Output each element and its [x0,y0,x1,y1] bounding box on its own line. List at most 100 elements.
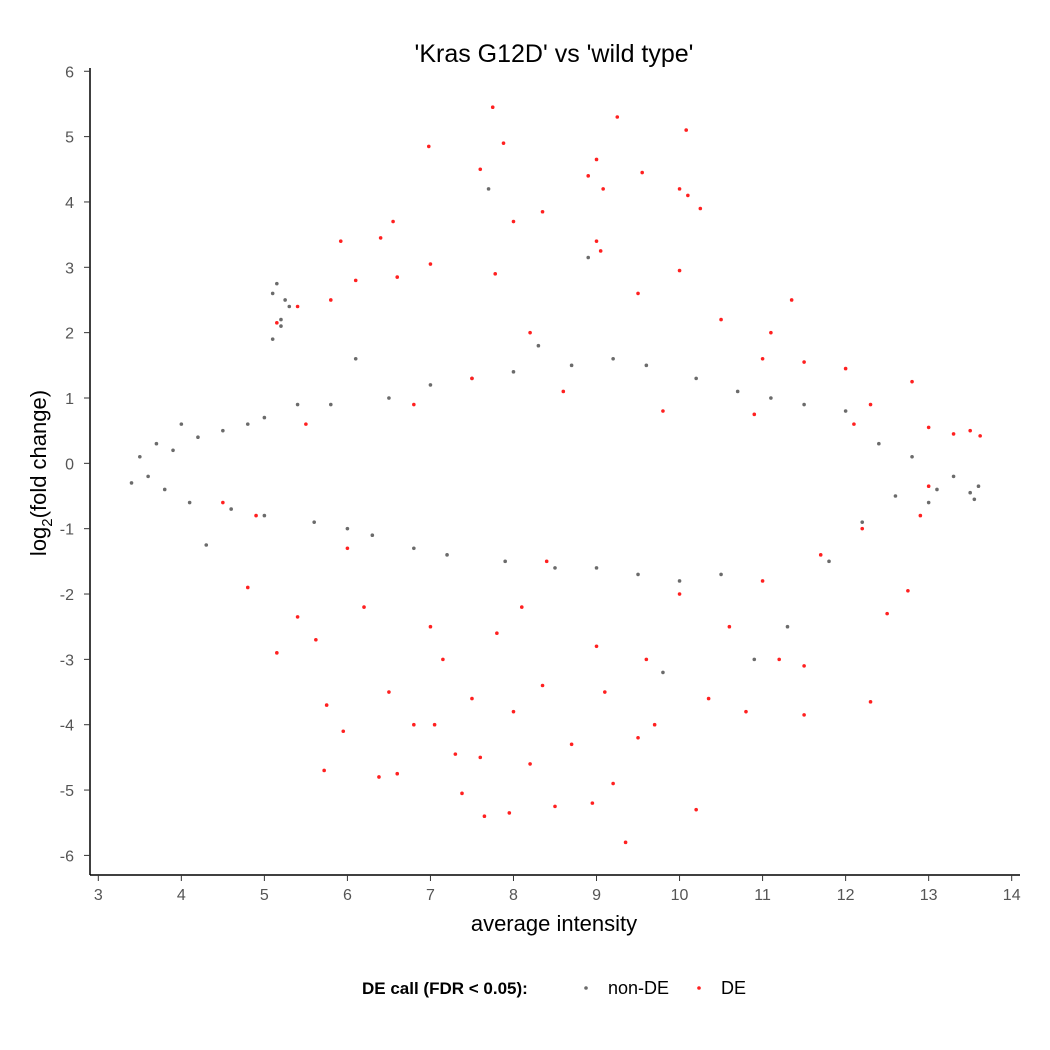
point-de [540,209,545,214]
point-de [603,690,607,694]
point-de [744,709,748,714]
point-de [636,291,640,296]
y-tick-label: 6 [65,64,74,81]
point-non-de [445,553,449,557]
point-non-de [644,363,649,368]
point-de [338,239,343,243]
point-de [482,814,487,818]
point-non-de [486,187,491,191]
y-tick-label: -6 [60,848,74,865]
point-non-de [262,415,267,420]
point-de [412,402,416,407]
chart-title: 'Kras G12D' vs 'wild type' [415,40,694,68]
x-tick-label: 6 [343,887,352,904]
point-de [478,167,483,172]
point-de [395,771,400,776]
x-tick-label: 4 [177,887,186,904]
point-de [470,696,474,701]
point-non-de [204,543,209,547]
y-tick-label: 5 [65,130,74,147]
point-de [623,840,628,845]
point-de [507,811,512,815]
point-de [345,546,350,551]
point-non-de [270,337,275,341]
point-de [694,807,698,812]
point-non-de [594,566,599,570]
point-de [387,690,391,694]
point-de [615,115,620,119]
point-de [777,657,781,662]
point-non-de [827,559,831,564]
point-de [885,611,889,616]
point-de [918,513,923,518]
point-de [906,588,910,593]
point-de [677,187,682,191]
point-de [341,729,346,734]
point-de [706,696,711,701]
y-axis-title-main: log [26,527,51,556]
point-de [818,553,823,557]
point-non-de [569,363,574,368]
point-non-de [312,520,316,524]
point-de [769,330,773,335]
point-de [661,409,665,413]
point-de [377,775,381,779]
point-non-de [279,317,283,322]
point-de [684,128,688,132]
point-de [322,768,326,773]
point-de [594,157,599,162]
y-tick-label: 2 [65,326,74,343]
point-de [426,144,431,149]
point-de [698,206,703,211]
point-non-de [926,500,931,505]
point-de [719,317,723,322]
point-de [802,713,806,717]
point-de [295,304,300,309]
legend-title: DE call (FDR < 0.05): [362,979,528,998]
series-non-de [129,187,981,675]
y-tick-label: -2 [60,587,74,604]
point-de [495,631,499,636]
point-de [636,735,640,740]
point-non-de [229,507,233,511]
point-non-de [245,422,250,426]
point-de [470,376,474,381]
point-non-de [345,526,350,531]
point-de [432,722,437,727]
point-non-de [972,497,977,502]
point-non-de [661,670,665,675]
point-de [428,262,433,266]
point-non-de [536,343,541,348]
point-de [652,722,657,727]
legend: DE call (FDR < 0.05): non-DE DE [362,978,746,998]
point-de [362,605,366,609]
point-non-de [196,435,200,439]
point-de [601,187,605,191]
point-non-de [353,356,358,361]
y-axis-title-rest: (fold change) [26,390,51,518]
point-non-de [677,579,682,583]
legend-label-non-de: non-DE [608,978,669,998]
x-tick-label: 10 [671,887,689,904]
point-de [275,651,279,655]
series-de [221,105,982,845]
point-de [553,804,557,809]
point-de [519,605,524,609]
point-non-de [262,513,267,518]
point-de [304,422,308,426]
point-non-de [387,396,391,400]
point-de [677,592,682,596]
x-tick-label: 9 [592,887,601,904]
x-tick-label: 7 [426,887,435,904]
point-de [594,239,599,243]
point-de [951,432,956,436]
point-de [852,422,856,426]
point-de [978,434,982,438]
point-de [221,500,225,505]
legend-swatch-non-de [584,986,588,990]
y-axis-title: log2(fold change) [26,390,56,556]
point-de [329,298,333,302]
x-tick-label: 5 [260,887,269,904]
point-de [760,579,765,583]
